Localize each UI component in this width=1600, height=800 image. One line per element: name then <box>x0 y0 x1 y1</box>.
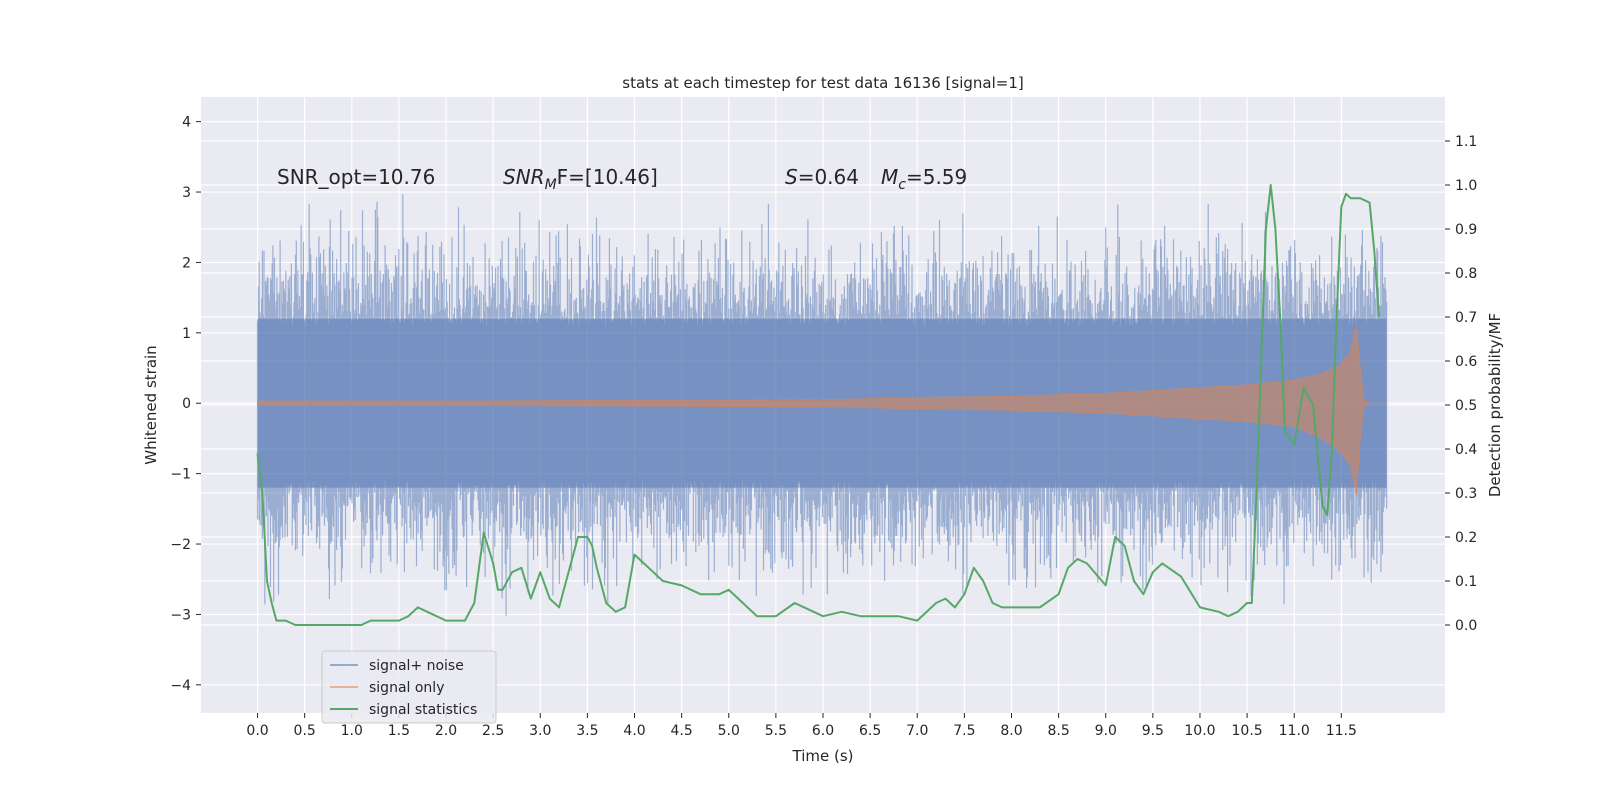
x-tick-label: 3.5 <box>576 723 598 739</box>
x-tick-label: 10.0 <box>1184 723 1215 739</box>
right-y-tick-label: 0.1 <box>1455 574 1477 590</box>
right-y-tick-label: 0.4 <box>1455 442 1477 458</box>
annotation-s: S=0.64 <box>785 165 859 189</box>
x-tick-label: 5.5 <box>765 723 787 739</box>
x-tick-label: 7.5 <box>953 723 975 739</box>
y-tick-label: 1 <box>182 326 191 342</box>
x-axis-label: Time (s) <box>792 747 854 765</box>
y-tick-label: 0 <box>182 396 191 412</box>
x-tick-label: 9.5 <box>1142 723 1164 739</box>
right-y-tick-label: 1.0 <box>1455 178 1477 194</box>
y-tick-label: 2 <box>182 255 191 271</box>
right-y-tick-label: 0.7 <box>1455 310 1477 326</box>
right-y-axis-label: Detection probability/MF <box>1486 313 1504 497</box>
x-tick-label: 11.5 <box>1326 723 1357 739</box>
x-tick-label: 6.5 <box>859 723 881 739</box>
y-tick-label: 3 <box>182 185 191 201</box>
right-y-axis-ticks: 0.0 0.1 0.2 0.3 0.4 0.5 0.6 0.7 0.8 0.9 1.0 1.1 <box>1445 134 1477 634</box>
annotation-snr-mf-sub: M <box>545 177 557 193</box>
chart-title: stats at each timestep for test data 161… <box>622 74 1023 92</box>
legend-label-signal-plus-noise: signal+ noise <box>369 658 464 674</box>
x-tick-label: 6.0 <box>812 723 834 739</box>
right-y-tick-label: 0.8 <box>1455 266 1477 282</box>
x-tick-label: 9.0 <box>1095 723 1117 739</box>
annotation-mc-rest: =5.59 <box>906 165 967 189</box>
x-tick-label: 10.5 <box>1232 723 1263 739</box>
x-tick-label: 1.0 <box>341 723 363 739</box>
x-tick-label: 5.0 <box>718 723 740 739</box>
annotation-snr-mf-rest: F=[10.46] <box>557 165 658 189</box>
legend-label-signal-statistics: signal statistics <box>369 702 477 718</box>
right-y-tick-label: 0.6 <box>1455 354 1477 370</box>
y-tick-label: −1 <box>170 467 191 483</box>
x-tick-label: 8.0 <box>1000 723 1022 739</box>
annotation-snr-opt: SNR_opt=10.76 <box>277 165 435 189</box>
right-y-tick-label: 0.2 <box>1455 530 1477 546</box>
x-tick-label: 8.5 <box>1047 723 1069 739</box>
y-tick-label: −2 <box>170 537 191 553</box>
x-tick-label: 2.0 <box>435 723 457 739</box>
legend-label-signal-only: signal only <box>369 680 444 696</box>
x-tick-label: 0.0 <box>246 723 268 739</box>
annotation-snr-mf-main: SNR <box>503 165 545 189</box>
right-y-tick-label: 0.9 <box>1455 222 1477 238</box>
legend: signal+ noise signal only signal statist… <box>322 651 496 723</box>
x-tick-label: 1.5 <box>388 723 410 739</box>
annotation-mc-main: M <box>881 165 898 189</box>
x-tick-label: 4.5 <box>671 723 693 739</box>
annotation-s-main: S <box>785 165 798 189</box>
x-tick-label: 11.0 <box>1279 723 1310 739</box>
y-tick-label: 4 <box>182 115 191 131</box>
right-y-tick-label: 0.0 <box>1455 618 1477 634</box>
annotation-snr-mf: SNRMF=[10.46] <box>503 165 658 193</box>
x-tick-label: 2.5 <box>482 723 504 739</box>
x-tick-label: 0.5 <box>294 723 316 739</box>
right-y-tick-label: 1.1 <box>1455 134 1477 150</box>
x-tick-label: 7.0 <box>906 723 928 739</box>
right-y-tick-label: 0.3 <box>1455 486 1477 502</box>
x-tick-label: 4.0 <box>623 723 645 739</box>
y-axis-ticks: −4 −3 −2 −1 0 1 2 3 4 <box>170 115 201 694</box>
x-tick-label: 3.0 <box>529 723 551 739</box>
annotation-mc: Mc=5.59 <box>881 165 967 193</box>
right-y-tick-label: 0.5 <box>1455 398 1477 414</box>
y-tick-label: −3 <box>170 607 191 623</box>
y-tick-label: −4 <box>170 678 191 694</box>
y-axis-label: Whitened strain <box>142 345 160 464</box>
annotation-s-rest: =0.64 <box>798 165 859 189</box>
